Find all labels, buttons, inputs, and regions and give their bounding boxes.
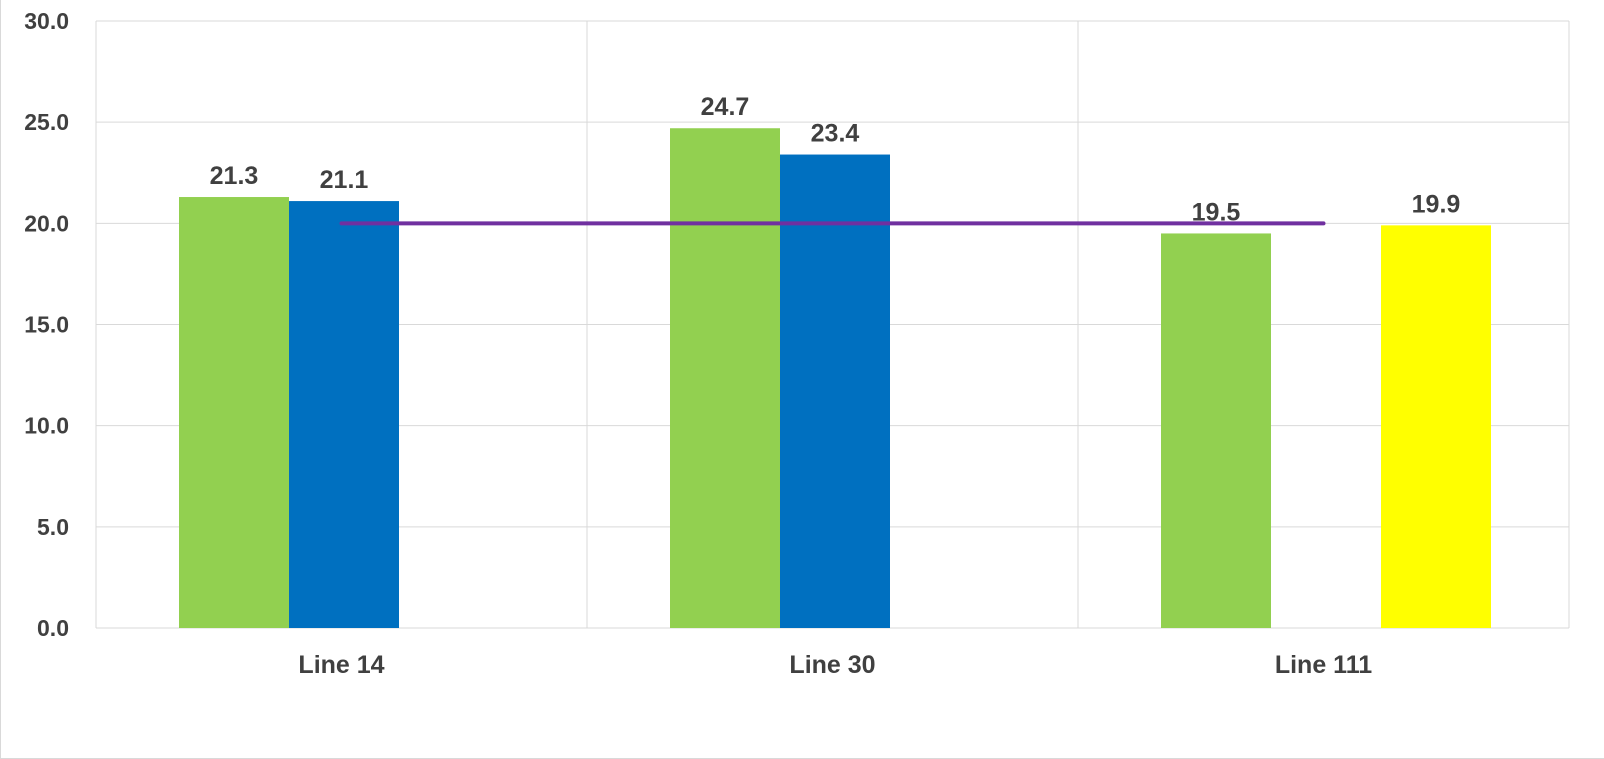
bar bbox=[179, 197, 289, 628]
bars bbox=[179, 128, 1491, 629]
bar bbox=[780, 154, 890, 629]
bar bbox=[289, 201, 399, 628]
bar bbox=[1381, 225, 1491, 628]
y-tick-label: 10.0 bbox=[24, 413, 69, 439]
y-tick-label: 25.0 bbox=[24, 109, 69, 135]
y-tick-label: 30.0 bbox=[24, 8, 69, 34]
y-tick-label: 0.0 bbox=[37, 615, 69, 641]
x-category-label: Line 111 bbox=[1275, 651, 1372, 679]
bar bbox=[670, 128, 780, 628]
y-tick-label: 5.0 bbox=[37, 514, 69, 540]
data-label: 21.1 bbox=[320, 166, 369, 194]
y-axis-tick-labels: 0.0 5.0 10.0 15.0 20.0 25.0 30.0 bbox=[24, 8, 69, 641]
data-label: 24.7 bbox=[701, 93, 750, 121]
x-category-label: Line 30 bbox=[789, 651, 875, 679]
data-label: 21.3 bbox=[210, 162, 259, 190]
x-axis-category-labels: Line 14 Line 30 Line 111 bbox=[298, 651, 1372, 679]
x-category-label: Line 14 bbox=[298, 651, 384, 679]
y-tick-label: 15.0 bbox=[24, 312, 69, 338]
data-labels: 21.3 21.1 24.7 23.4 19.5 19.9 bbox=[210, 93, 1461, 226]
data-label: 23.4 bbox=[811, 120, 860, 148]
data-label: 19.5 bbox=[1192, 198, 1241, 226]
bar bbox=[1161, 233, 1271, 628]
data-label: 19.9 bbox=[1412, 190, 1461, 218]
y-tick-label: 20.0 bbox=[24, 210, 69, 236]
